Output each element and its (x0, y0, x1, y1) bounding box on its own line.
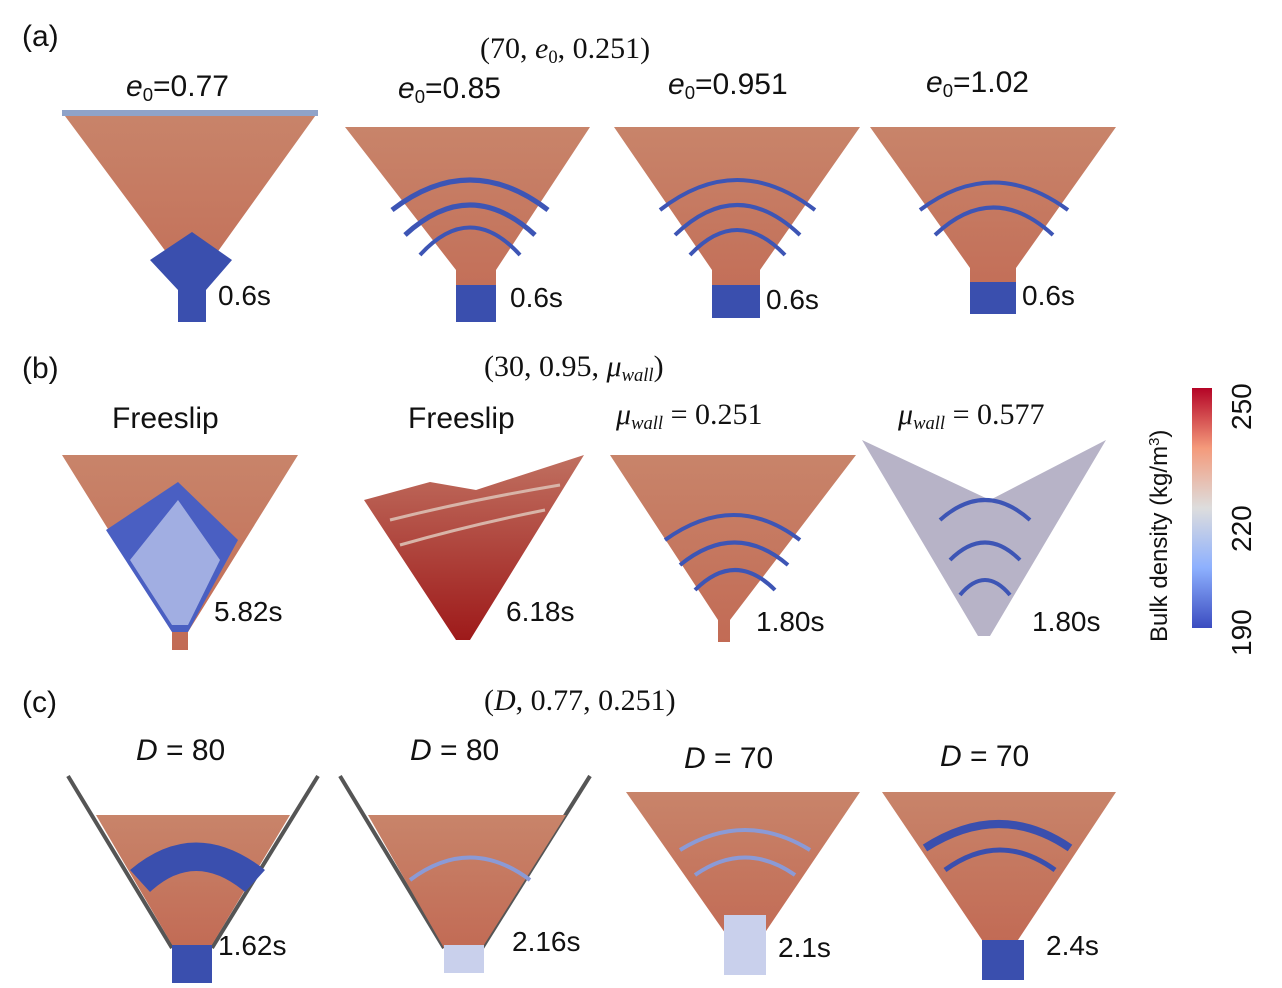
row-b-params: (30, 0.95, μwall) (484, 350, 664, 387)
colorbar-tick-190: 190 (1226, 609, 1257, 656)
row-a-params-var: e (535, 32, 549, 65)
panel-b4-time: 1.80s (1032, 606, 1101, 637)
hopper-b1 (62, 455, 298, 650)
title-rest: = 80 (157, 734, 226, 767)
colorbar-tick-250: 250 (1226, 383, 1257, 430)
panel-a1-time: 0.6s (218, 280, 271, 311)
hopper-a2 (345, 127, 590, 322)
panel-c3-time: 2.1s (778, 932, 831, 963)
row-c-label: (c) (22, 686, 57, 719)
row-c-params-suffix: , 0.77, 0.251) (515, 684, 676, 717)
panel-a3-time: 0.6s (766, 284, 819, 315)
row-c-params-var: D (494, 684, 516, 717)
colorbar-title-main: Bulk density (kg/m (1146, 445, 1173, 642)
row-a-params-prefix: (70, (480, 32, 535, 65)
hopper-b4 (862, 440, 1106, 636)
colorbar-gradient (1192, 388, 1212, 628)
panel-b1-title: Freeslip (112, 402, 219, 435)
panel-a3-title: e0=0.951 (668, 68, 788, 104)
row-a-params-suffix: , 0.251) (557, 32, 651, 65)
title-var: e (398, 72, 415, 105)
colorbar-title-close: ) (1146, 429, 1173, 438)
title-rest: =0.77 (153, 70, 229, 103)
row-b-params-var: μ (606, 350, 622, 383)
hopper-a1 (62, 110, 318, 322)
row-b-label: (b) (22, 352, 59, 385)
colorbar-tick-220: 220 (1226, 505, 1257, 552)
panel-c4-title: D = 70 (940, 740, 1029, 774)
row-a-params: (70, e0, 0.251) (480, 32, 650, 69)
panel-b2-title: Freeslip (408, 402, 515, 435)
hopper-c4 (882, 792, 1116, 980)
panel-b3-time: 1.80s (756, 606, 825, 637)
panel-c2-time: 2.16s (512, 926, 581, 957)
hopper-c1 (66, 774, 320, 983)
title-var: e (926, 66, 943, 99)
panel-c3-title: D = 70 (684, 742, 773, 776)
title-sub: 0 (684, 82, 696, 104)
panel-c2-title: D = 80 (410, 734, 499, 768)
title-var: D (684, 742, 706, 775)
title-rest: =1.02 (953, 66, 1029, 99)
panel-a4-time: 0.6s (1022, 280, 1075, 311)
panel-b4-title: μwall = 0.577 (898, 398, 1045, 435)
panel-b1-time: 5.82s (214, 596, 283, 627)
panel-c4-time: 2.4s (1046, 930, 1099, 961)
hopper-b2 (364, 455, 584, 640)
hopper-c3 (626, 792, 860, 975)
row-b-params-suffix: ) (653, 350, 664, 383)
title-rest: =0.85 (425, 72, 501, 105)
panel-c1-time: 1.62s (218, 930, 287, 961)
title-var: e (126, 70, 143, 103)
title-rest: =0.951 (695, 68, 788, 101)
title-rest: = 70 (961, 740, 1030, 773)
row-c-params-prefix: ( (484, 684, 494, 717)
title-sub: 0 (414, 86, 426, 108)
title-rest: = 0.577 (945, 398, 1045, 431)
row-c-params: (D, 0.77, 0.251) (484, 684, 676, 718)
title-sub: wall (913, 413, 946, 435)
panel-a4-title: e0=1.02 (926, 66, 1029, 102)
title-var: e (668, 68, 685, 101)
title-var: D (136, 734, 158, 767)
colorbar-title-sup: 3 (1146, 437, 1163, 446)
panel-c1-title: D = 80 (136, 734, 225, 768)
panel-a2-time: 0.6s (510, 282, 563, 313)
title-sub: 0 (142, 84, 154, 106)
row-b-params-var-sub: wall (621, 365, 654, 387)
title-var: μ (616, 398, 632, 431)
title-sub: 0 (942, 80, 954, 102)
row-a-params-var-sub: 0 (548, 47, 558, 69)
hopper-a3 (614, 127, 860, 318)
hopper-a4 (870, 127, 1116, 314)
hopper-b3 (610, 455, 856, 642)
panel-b3-title: μwall = 0.251 (616, 398, 763, 435)
title-sub: wall (631, 413, 664, 435)
row-b-params-prefix: (30, 0.95, (484, 350, 607, 383)
title-var: μ (898, 398, 914, 431)
colorbar-title: Bulk density (kg/m3) (1146, 430, 1174, 642)
panel-a1-title: e0=0.77 (126, 70, 229, 106)
title-rest: = 0.251 (663, 398, 763, 431)
title-rest: = 80 (431, 734, 500, 767)
hopper-c2 (338, 774, 592, 973)
row-a-label: (a) (22, 20, 59, 53)
title-var: D (940, 740, 962, 773)
panel-a2-title: e0=0.85 (398, 72, 501, 108)
title-var: D (410, 734, 432, 767)
title-rest: = 70 (705, 742, 774, 775)
panel-b2-time: 6.18s (506, 596, 575, 627)
